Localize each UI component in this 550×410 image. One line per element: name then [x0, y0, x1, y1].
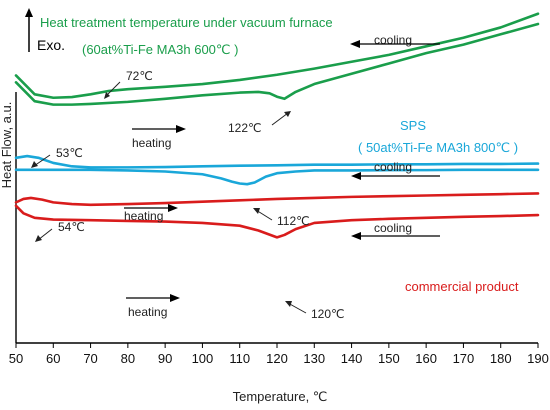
ann-112: 112℃ — [277, 214, 310, 228]
red-cooling-label: cooling — [374, 221, 412, 235]
blue-group-subtitle: ( 50at%Ti-Fe MA3h 800℃ ) — [358, 140, 518, 155]
x-tick-label-90: 90 — [158, 351, 172, 366]
ann-53-pointer-head — [31, 161, 38, 168]
x-tick-label-130: 130 — [303, 351, 325, 366]
x-tick-label-80: 80 — [121, 351, 135, 366]
exo-arrow-head — [25, 8, 33, 17]
x-tick-label-110: 110 — [229, 351, 250, 366]
y-axis-title: Heat Flow, a.u. — [0, 102, 14, 189]
x-tick-label-140: 140 — [341, 351, 363, 366]
red-heating-label: heating — [128, 305, 167, 319]
x-tick-label-190: 190 — [527, 351, 549, 366]
green-cooling-curve — [14, 12, 540, 100]
green-heating-arrowhead — [176, 125, 186, 133]
x-axis-title: Temperature, ℃ — [233, 389, 328, 404]
x-tick-label-180: 180 — [490, 351, 512, 366]
x-tick-label-50: 50 — [9, 351, 23, 366]
blue-heating-label: heating — [124, 209, 163, 223]
blue-cooling-arrowhead — [351, 172, 361, 180]
series-layer — [14, 12, 540, 239]
ann-53-pointer — [33, 154, 51, 167]
blue-cooling-label: cooling — [374, 160, 412, 174]
exo-indicator: Exo. — [25, 8, 65, 53]
green-cooling-arrowhead — [350, 40, 360, 48]
ann-122-pointer-head — [284, 111, 291, 117]
green-group-title: Heat treatment temperature under vacuum … — [40, 15, 333, 30]
ann-122-pointer — [271, 112, 289, 126]
red-heating-arrowhead — [170, 294, 180, 302]
x-tick-label-70: 70 — [83, 351, 97, 366]
ann-72: 72℃ — [126, 69, 153, 83]
red-group-title: commercial product — [405, 279, 519, 294]
x-tick-label-60: 60 — [46, 351, 60, 366]
red-heating-curve — [14, 204, 540, 239]
ann-72-pointer — [105, 81, 121, 97]
green-heating-label: heating — [132, 136, 171, 150]
ann-53: 53℃ — [56, 146, 83, 160]
x-tick-label-150: 150 — [378, 351, 400, 366]
red-cooling-curve — [14, 192, 540, 207]
x-tick-label-160: 160 — [415, 351, 437, 366]
x-axis-ticks: 50 60 70 80 90 100 110 120 130 140 150 160 170 180 190 — [9, 343, 549, 366]
ann-54-pointer-head — [35, 235, 42, 242]
green-cooling-label: cooling — [374, 33, 412, 47]
blue-heating-curve — [14, 168, 540, 186]
exo-label: Exo. — [37, 37, 65, 53]
ann-122: 122℃ — [228, 121, 262, 135]
ann-72-pointer-head — [104, 92, 110, 99]
red-cooling-arrowhead — [351, 232, 361, 240]
ann-120-pointer-head — [285, 301, 292, 307]
ann-112-pointer-head — [253, 208, 260, 214]
x-tick-label-120: 120 — [266, 351, 288, 366]
ann-120-pointer — [287, 302, 307, 314]
green-group-subtitle: (60at%Ti-Fe MA3h 600℃ ) — [82, 42, 238, 57]
x-tick-label-100: 100 — [192, 351, 214, 366]
ann-120: 120℃ — [311, 307, 345, 321]
blue-cooling-curve — [14, 154, 540, 169]
x-tick-label-170: 170 — [453, 351, 475, 366]
green-heating-curve — [14, 22, 540, 106]
ann-54: 54℃ — [58, 220, 85, 234]
blue-heating-arrowhead — [168, 204, 178, 212]
blue-group-title: SPS — [400, 118, 426, 133]
